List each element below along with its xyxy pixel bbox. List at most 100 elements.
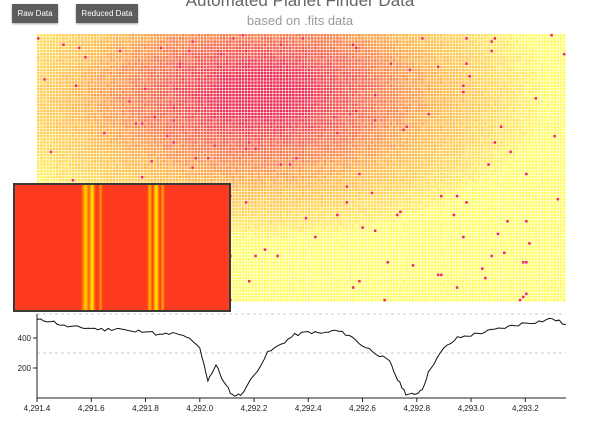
heatmap-cell <box>172 62 175 65</box>
heatmap-cell <box>351 78 355 81</box>
heatmap-cell <box>181 87 185 91</box>
heatmap-cell <box>222 100 226 103</box>
heatmap-cell <box>487 112 490 116</box>
heatmap-cell <box>68 84 72 87</box>
heatmap-cell <box>449 122 453 125</box>
heatmap-cell <box>71 125 75 128</box>
heatmap-cell <box>314 78 317 81</box>
heatmap-cell <box>326 112 330 116</box>
heatmap-cell <box>49 34 53 37</box>
heatmap-cell <box>62 100 65 103</box>
heatmap-cell <box>270 49 273 53</box>
heatmap-cell <box>203 78 207 81</box>
heatmap-cell <box>408 59 412 62</box>
heatmap-cell <box>188 115 191 119</box>
heatmap-cell <box>295 37 298 40</box>
heatmap-cell <box>241 97 245 100</box>
heatmap-cell <box>87 106 90 110</box>
heatmap-cell <box>342 87 345 91</box>
heatmap-cell <box>433 59 437 62</box>
heatmap-cell <box>254 112 257 116</box>
heatmap-cell <box>59 49 62 53</box>
heatmap-cell <box>364 74 368 78</box>
heatmap-cell <box>99 81 103 84</box>
heatmap-cell <box>55 49 59 53</box>
heatmap-cell <box>115 103 119 106</box>
heatmap-cell <box>477 59 481 62</box>
heatmap-cell <box>418 106 421 110</box>
heatmap-cell <box>140 56 144 59</box>
heatmap-cell <box>147 43 150 47</box>
heatmap-cell <box>386 100 390 103</box>
heatmap-cell <box>364 43 368 47</box>
heatmap-cell <box>383 84 386 87</box>
heatmap-cell <box>458 100 462 103</box>
heatmap-cell <box>229 125 232 128</box>
heatmap-cell <box>547 43 550 47</box>
heatmap-cell <box>418 112 421 116</box>
heatmap-cell <box>342 90 345 94</box>
heatmap-cell <box>93 65 97 69</box>
heatmap-cell <box>71 84 75 87</box>
heatmap-cell <box>421 78 424 81</box>
heatmap-cell <box>525 52 528 56</box>
heatmap-cell <box>370 119 374 122</box>
heatmap-cell <box>288 112 292 116</box>
heatmap-cell <box>518 34 522 37</box>
heatmap-cell <box>125 52 128 56</box>
heatmap-cell <box>292 52 295 56</box>
heatmap-cell <box>77 74 81 78</box>
heatmap-cell <box>109 68 112 72</box>
heatmap-cell <box>99 46 103 50</box>
heatmap-cell <box>525 62 528 65</box>
heatmap-cell <box>345 90 349 94</box>
heatmap-cell <box>137 100 141 103</box>
heatmap-cell <box>389 40 393 43</box>
heatmap-cell <box>521 37 525 40</box>
heatmap-cell <box>389 34 393 37</box>
heatmap-cell <box>320 122 323 125</box>
heatmap-cell <box>184 109 188 113</box>
heatmap-cell <box>68 100 72 103</box>
heatmap-cell <box>43 68 46 72</box>
heatmap-cell <box>55 46 59 50</box>
heatmap-cell <box>159 43 163 47</box>
heatmap-cell <box>109 93 112 97</box>
heatmap-cell <box>443 93 446 97</box>
heatmap-cell <box>197 49 201 53</box>
heatmap-cell <box>547 59 550 62</box>
heatmap-cell <box>314 87 317 91</box>
heatmap-cell <box>178 112 182 116</box>
raw-data-button[interactable]: Raw Data <box>12 4 58 23</box>
heatmap-cell <box>184 68 188 72</box>
heatmap-cell <box>112 71 116 75</box>
heatmap-cell <box>172 68 175 72</box>
heatmap-cell <box>455 74 459 78</box>
heatmap-cell <box>273 93 276 97</box>
heatmap-cell <box>251 43 254 47</box>
heatmap-cell <box>273 109 276 113</box>
heatmap-cell <box>525 93 528 97</box>
reduced-data-button[interactable]: Reduced Data <box>76 4 138 23</box>
heatmap-cell <box>263 46 267 50</box>
heatmap-cell <box>474 122 478 125</box>
heatmap-cell <box>377 46 380 50</box>
heatmap-cell <box>487 43 490 47</box>
heatmap-cell <box>131 106 135 110</box>
heatmap-cell <box>556 84 560 87</box>
heatmap-cell <box>263 109 267 113</box>
heatmap-cell <box>320 97 323 100</box>
heatmap-cell <box>96 112 100 116</box>
heatmap-cell <box>125 119 128 122</box>
heatmap-cell <box>71 81 75 84</box>
heatmap-cell <box>118 115 122 119</box>
heatmap-cell <box>62 62 65 65</box>
heatmap-cell <box>276 93 279 97</box>
heatmap-cell <box>74 71 78 75</box>
heatmap-cell <box>175 81 179 84</box>
heatmap-cell <box>487 40 490 43</box>
heatmap-cell <box>304 115 308 119</box>
heatmap-cell <box>553 100 556 103</box>
heatmap-cell <box>74 46 78 50</box>
heatmap-cell <box>59 100 62 103</box>
